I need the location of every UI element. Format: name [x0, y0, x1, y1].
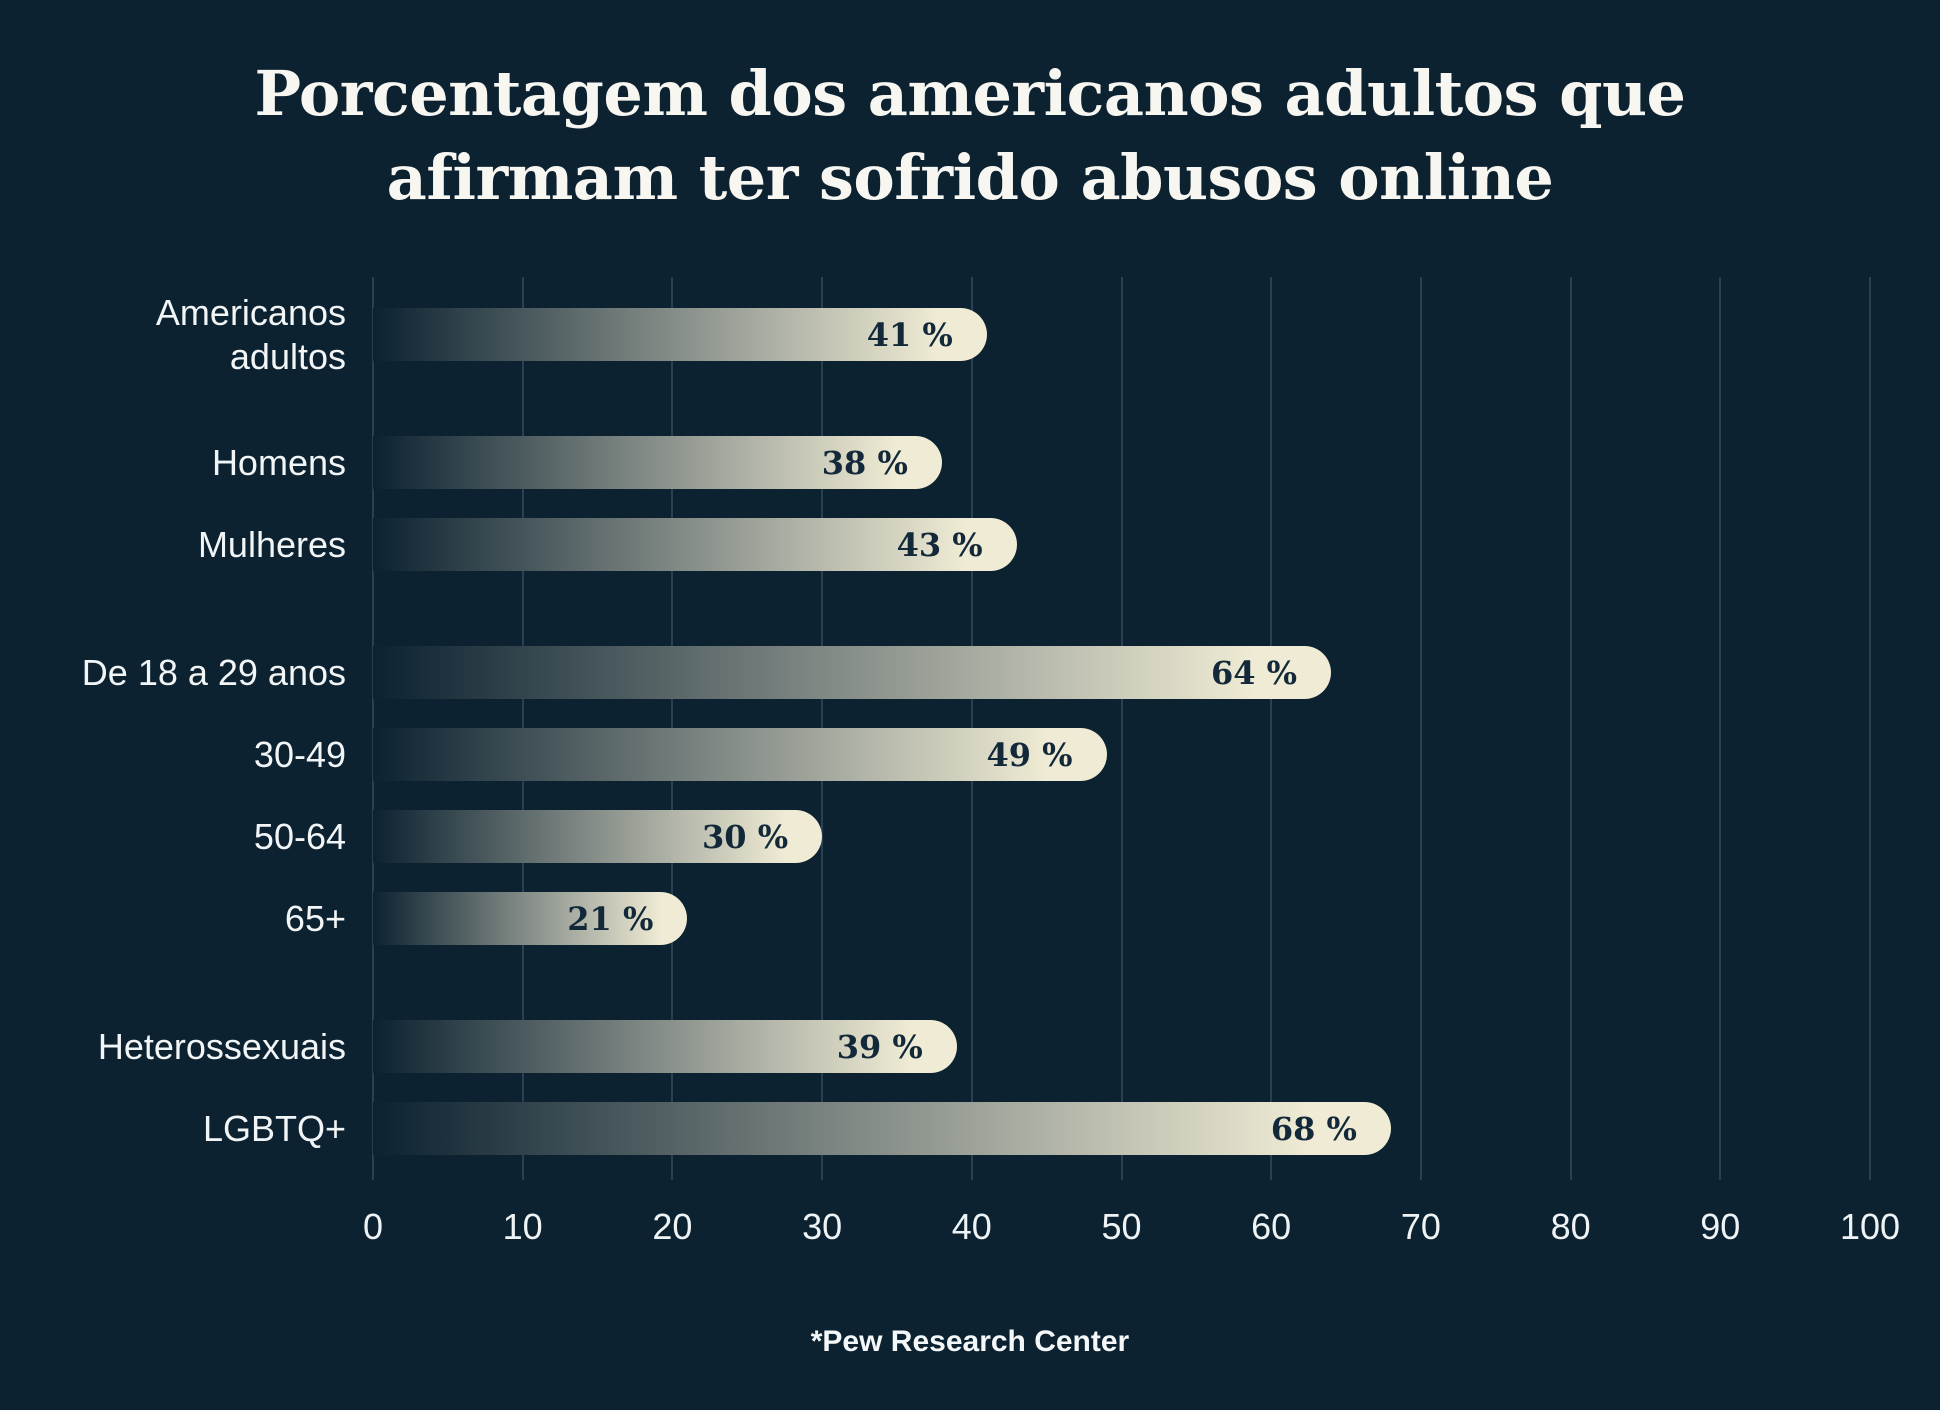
bar-value-label: 49 %: [986, 735, 1073, 774]
x-tick-label: 30: [802, 1206, 843, 1247]
grid-line: [1120, 277, 1123, 1180]
bar-value-label: 64 %: [1211, 653, 1298, 692]
category-label: Homens: [211, 441, 346, 483]
grid-line: [1419, 277, 1422, 1180]
x-tick-label: 40: [951, 1206, 992, 1247]
bar-value-label: 41 %: [866, 315, 953, 354]
source-note: *Pew Research Center: [810, 1325, 1130, 1358]
bar-track: 39 %: [373, 1020, 1870, 1073]
bar-value-label: 43 %: [896, 525, 983, 564]
bars-layer: Americanos adultos 41 % Homens 38 % Mulheres…: [0, 292, 1940, 1184]
bar-track: 41 %: [373, 308, 1870, 361]
grid-line: [1569, 277, 1572, 1180]
bar-row: Americanos adultos 41 %: [0, 292, 1940, 377]
bar: 39 %: [373, 1020, 957, 1073]
bar: 64 %: [373, 646, 1332, 699]
chart-title: Porcentagem dos americanos adultos que a…: [0, 52, 1940, 220]
bar-row: Heterossexuais 39 %: [0, 1020, 1940, 1073]
x-tick-label: 60: [1251, 1206, 1292, 1247]
bar-value-label: 21 %: [567, 899, 654, 938]
x-tick-label: 90: [1700, 1206, 1741, 1247]
category-label: De 18 a 29 anos: [81, 651, 346, 693]
bar-track: 30 %: [373, 810, 1870, 863]
bar-row: De 18 a 29 anos 64 %: [0, 646, 1940, 699]
bar: 30 %: [373, 810, 823, 863]
bar-track: 49 %: [373, 728, 1870, 781]
x-tick-label: 100: [1839, 1206, 1901, 1247]
category-label: 50-64: [253, 815, 346, 857]
x-tick-label: 10: [502, 1206, 543, 1247]
x-tick-label: 50: [1101, 1206, 1142, 1247]
bar-track: 68 %: [373, 1102, 1870, 1155]
bar: 49 %: [373, 728, 1107, 781]
x-tick-label: 20: [652, 1206, 693, 1247]
grid-line: [1869, 277, 1871, 1180]
grid-line: [1270, 277, 1273, 1180]
category-label: Mulheres: [197, 523, 346, 565]
bar-row: Homens 38 %: [0, 436, 1940, 489]
bar-row: 30-49 49 %: [0, 728, 1940, 781]
chart-title-line-2: afirmam ter sofrido abusos online: [386, 141, 1554, 214]
category-label: 30-49: [253, 733, 346, 775]
bar-row: 65+ 21 %: [0, 892, 1940, 945]
bar-track: 21 %: [373, 892, 1870, 945]
bar-value-label: 68 %: [1270, 1109, 1357, 1148]
category-label: Americanos adultos: [155, 292, 346, 377]
x-tick-label: 0: [362, 1206, 384, 1247]
category-label: 65+: [284, 897, 346, 939]
x-tick-label: 70: [1400, 1206, 1441, 1247]
bar-row: LGBTQ+ 68 %: [0, 1102, 1940, 1155]
bar: 38 %: [373, 436, 942, 489]
bar-value-label: 30 %: [702, 817, 789, 856]
bar: 43 %: [373, 518, 1017, 571]
bar-value-label: 38 %: [821, 443, 908, 482]
bar: 21 %: [373, 892, 688, 945]
x-tick-label: 80: [1550, 1206, 1591, 1247]
bar-row: Mulheres 43 %: [0, 518, 1940, 571]
bar-track: 38 %: [373, 436, 1870, 489]
bar-value-label: 39 %: [836, 1027, 923, 1066]
bar-track: 43 %: [373, 518, 1870, 571]
bar: 68 %: [373, 1102, 1391, 1155]
category-label: LGBTQ+: [202, 1107, 346, 1149]
grid-line: [1719, 277, 1722, 1180]
category-label: Heterossexuais: [97, 1025, 346, 1067]
bar: 41 %: [373, 308, 987, 361]
bar-track: 64 %: [373, 646, 1870, 699]
chart-title-line-1: Porcentagem dos americanos adultos que: [254, 57, 1686, 130]
bar-row: 50-64 30 %: [0, 810, 1940, 863]
